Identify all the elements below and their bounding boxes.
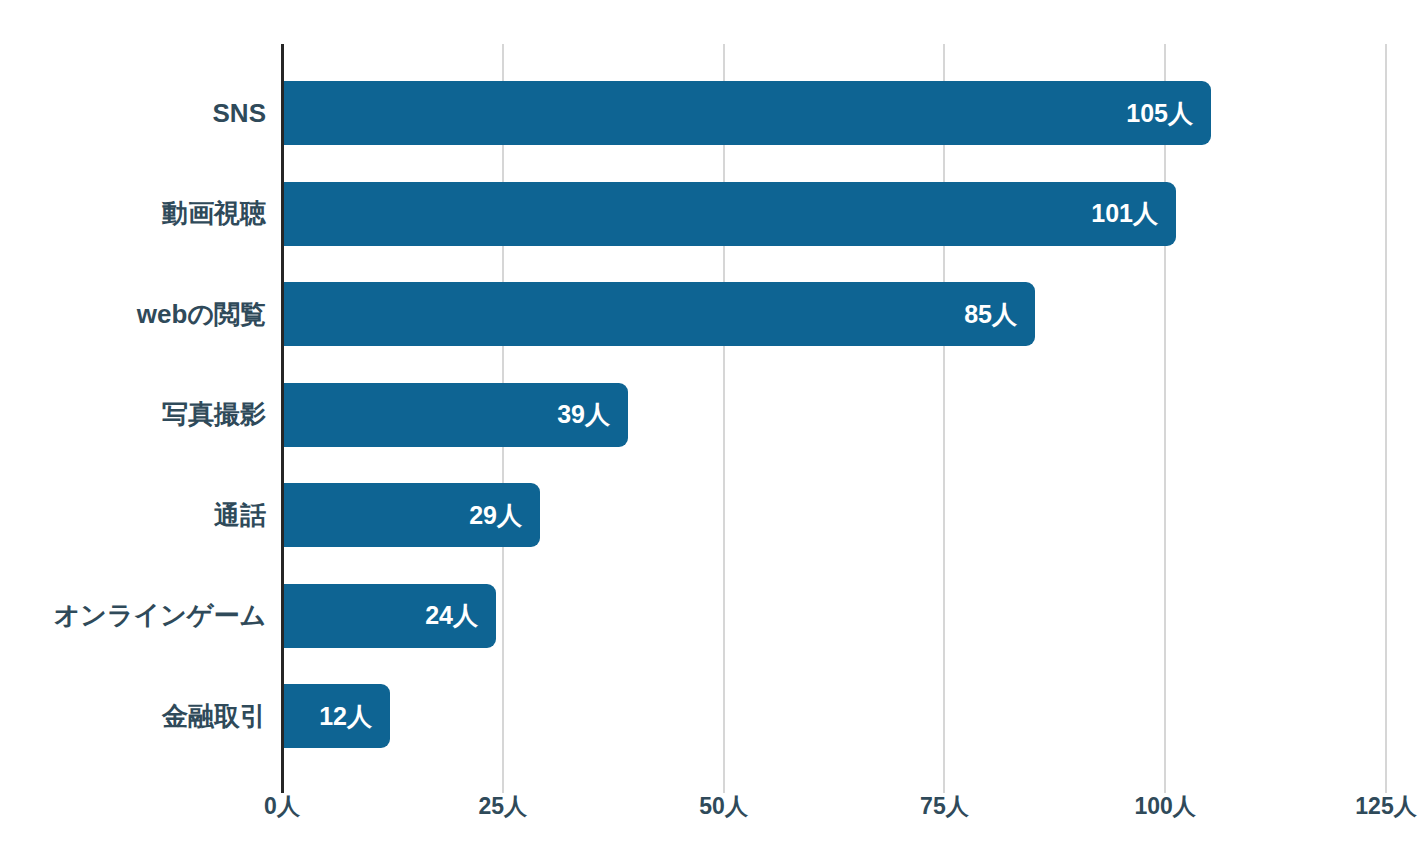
category-label-1: 動画視聴	[0, 182, 266, 246]
category-label-2: webの閲覧	[0, 282, 266, 346]
bar-1: 101人	[284, 182, 1176, 246]
bar-3: 39人	[284, 383, 628, 447]
category-label-5: オンラインゲーム	[0, 584, 266, 648]
value-label-5: 24人	[425, 599, 496, 632]
bar-0: 105人	[284, 81, 1211, 145]
value-label-2: 85人	[964, 298, 1035, 331]
value-label-1: 101人	[1091, 197, 1176, 230]
gridline-125	[1385, 44, 1387, 784]
gridline-50	[723, 44, 725, 784]
bar-chart: SNS 105人動画視聴 101人 webの閲覧 85人写真撮影 39人通話 29人オンライ…	[0, 0, 1422, 866]
gridline-75	[943, 44, 945, 784]
x-tick-label-75: 75人	[854, 791, 1034, 821]
category-label-4: 通話	[0, 483, 266, 547]
bar-6: 12人	[284, 684, 390, 748]
x-tick-label-0: 0人	[192, 791, 372, 821]
x-tick-label-25: 25人	[413, 791, 593, 821]
bar-4: 29人	[284, 483, 540, 547]
bar-5: 24人	[284, 584, 496, 648]
category-label-0: SNS	[0, 81, 266, 145]
x-tick-label-100: 100人	[1075, 791, 1255, 821]
bar-2: 85人	[284, 282, 1035, 346]
value-label-6: 12人	[319, 700, 390, 733]
value-label-3: 39人	[557, 398, 628, 431]
value-label-4: 29人	[469, 499, 540, 532]
x-tick-label-125: 125人	[1296, 791, 1422, 821]
category-label-3: 写真撮影	[0, 383, 266, 447]
value-label-0: 105人	[1126, 97, 1211, 130]
gridline-100	[1164, 44, 1166, 784]
x-tick-label-50: 50人	[634, 791, 814, 821]
category-label-6: 金融取引	[0, 684, 266, 748]
